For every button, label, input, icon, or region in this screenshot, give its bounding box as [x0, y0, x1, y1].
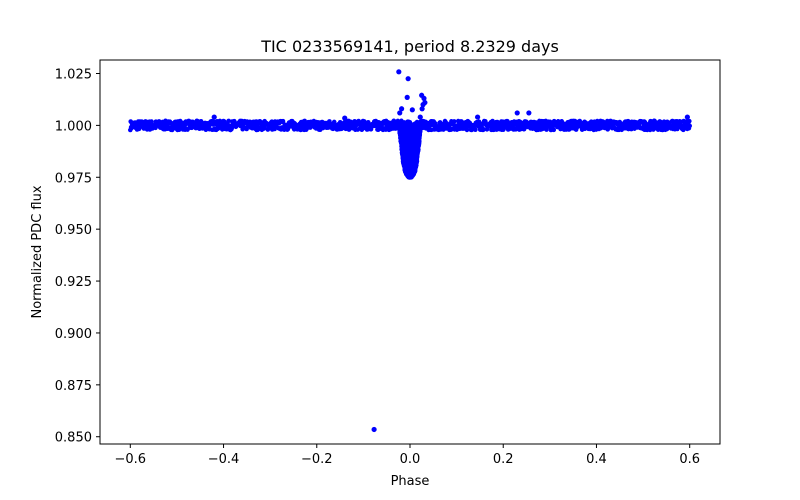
outlier-point — [421, 95, 427, 101]
y-tick-label: 0.900 — [55, 327, 92, 342]
outlier-point — [396, 69, 402, 75]
outlier-point — [371, 426, 377, 433]
baseline-point — [451, 119, 457, 124]
outlier-point — [342, 115, 348, 121]
transit-edge-point — [399, 106, 405, 112]
outlier-point — [404, 94, 410, 100]
y-tick-label: 1.000 — [55, 119, 92, 134]
outlier-point — [514, 110, 520, 116]
x-tick-label: 0.2 — [493, 452, 514, 467]
baseline-point — [280, 118, 286, 124]
baseline-point — [226, 118, 231, 124]
y-tick-label: 1.025 — [55, 67, 92, 82]
outlier-point — [409, 107, 415, 113]
baseline-point — [136, 126, 142, 132]
y-tick-label: 0.975 — [55, 171, 92, 186]
outlier-point — [405, 76, 411, 82]
transit-edge-point — [419, 106, 425, 112]
outlier-point — [422, 99, 428, 106]
baseline-point — [473, 127, 478, 133]
y-tick-label: 0.875 — [55, 379, 92, 394]
x-tick-label: −0.4 — [208, 452, 240, 467]
baseline-point — [481, 127, 486, 132]
transit-edge-point — [417, 114, 423, 120]
x-axis-title: Phase — [391, 474, 430, 489]
y-tick-label: 0.850 — [55, 431, 92, 446]
chart-title: TIC 0233569141, period 8.2329 days — [260, 37, 559, 56]
x-tick-label: −0.6 — [115, 452, 147, 467]
baseline-point — [244, 126, 249, 132]
outlier-point — [526, 110, 532, 116]
x-tick-label: 0.0 — [400, 452, 421, 467]
baseline-point — [687, 123, 692, 129]
x-axis-ticks: −0.6 −0.4 −0.2 0.0 0.2 0.4 0.6 — [115, 444, 700, 467]
outlier-point — [412, 142, 418, 148]
outlier-point — [684, 114, 690, 120]
x-tick-label: −0.2 — [301, 452, 333, 467]
outlier-point — [211, 114, 217, 120]
y-axis-title: Normalized PDC flux — [30, 185, 45, 318]
baseline-point — [149, 119, 154, 124]
y-tick-label: 0.950 — [55, 223, 92, 238]
y-axis-ticks: 0.850 0.875 0.900 0.925 0.950 0.975 1.000 1.025 — [55, 67, 100, 446]
transit-edge-point — [397, 110, 403, 116]
baseline-point — [551, 127, 557, 133]
x-tick-label: 0.4 — [586, 452, 607, 467]
x-tick-label: 0.6 — [679, 452, 700, 467]
y-tick-label: 0.925 — [55, 275, 92, 290]
baseline-point — [686, 118, 692, 124]
transit-point — [417, 123, 423, 129]
data-points — [128, 69, 692, 433]
outlier-point — [474, 114, 481, 120]
